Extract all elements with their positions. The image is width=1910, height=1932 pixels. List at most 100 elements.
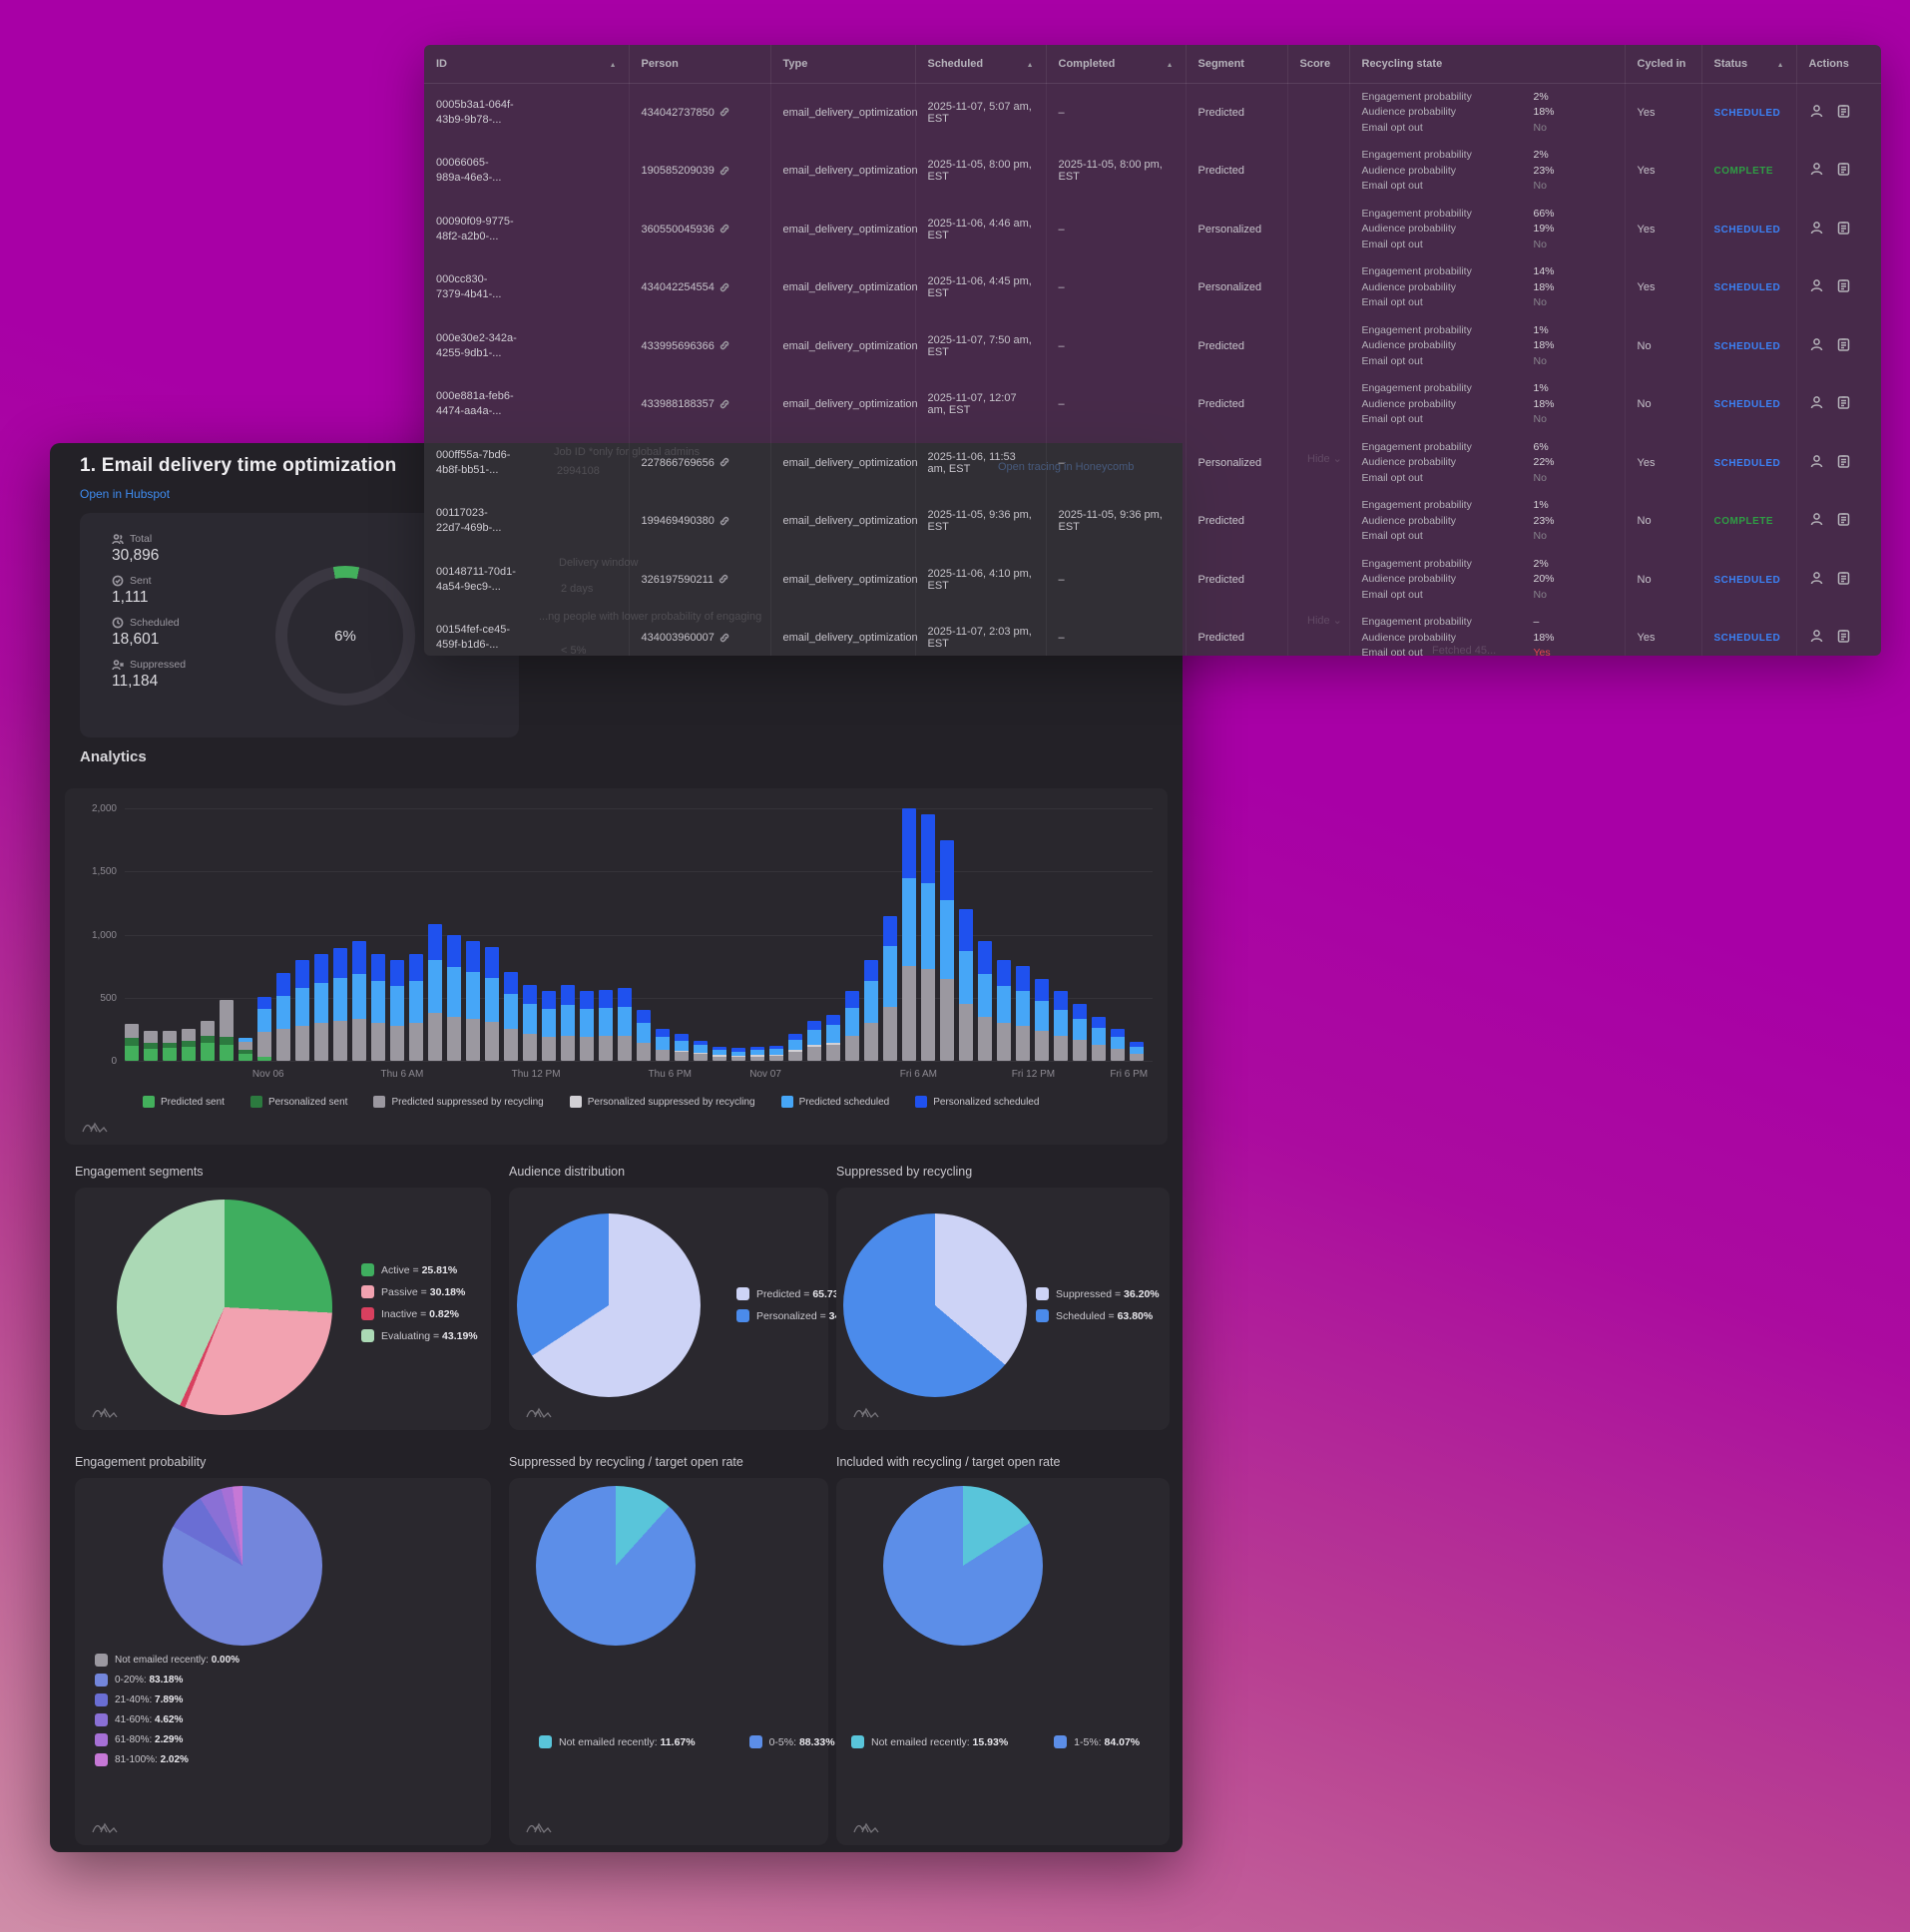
view-log-button[interactable] [1836, 454, 1851, 472]
table-row[interactable]: 000ff55a-7bd6- 4b8f-bb51-... 227866769656… [424, 433, 1881, 492]
stacked-bar[interactable] [769, 1045, 783, 1061]
pie-legend-item[interactable]: Suppressed = 36.20% [1036, 1287, 1160, 1300]
stacked-bar[interactable] [542, 991, 556, 1061]
view-person-button[interactable] [1809, 278, 1824, 296]
table-row[interactable]: 0005b3a1-064f- 43b9-9b78-... 434042737850… [424, 83, 1881, 142]
view-log-button[interactable] [1836, 278, 1851, 296]
column-header-type[interactable]: Type [770, 45, 916, 84]
stacked-bar[interactable] [485, 947, 499, 1061]
person-id[interactable]: 434042254554 [641, 281, 715, 294]
stacked-bar[interactable] [580, 991, 594, 1061]
stacked-bar[interactable] [959, 909, 973, 1061]
stacked-bar[interactable] [902, 808, 916, 1061]
view-person-button[interactable] [1809, 337, 1824, 355]
view-person-button[interactable] [1809, 512, 1824, 530]
person-id[interactable]: 433995696366 [641, 339, 715, 352]
stacked-bar[interactable] [978, 940, 992, 1061]
pie-legend-item[interactable]: Inactive = 0.82% [361, 1307, 478, 1320]
view-log-button[interactable] [1836, 337, 1851, 355]
stacked-bar[interactable] [447, 934, 461, 1061]
person-id[interactable]: 360550045936 [641, 223, 715, 236]
column-header-segment[interactable]: Segment [1186, 45, 1288, 84]
pie-legend-item[interactable]: Not emailed recently: 11.67% [539, 1735, 696, 1748]
pie-legend-item[interactable]: 81-100%: 2.02% [95, 1753, 239, 1766]
stacked-bar[interactable] [1016, 966, 1030, 1061]
column-header-score[interactable]: Score [1287, 45, 1350, 84]
stacked-bar[interactable] [220, 1000, 234, 1061]
stacked-bar[interactable] [940, 839, 954, 1061]
stacked-bar[interactable] [637, 1010, 651, 1061]
column-header-actions[interactable]: Actions [1796, 45, 1881, 84]
pie-legend-item[interactable]: 61-80%: 2.29% [95, 1733, 239, 1746]
stacked-bar[interactable] [1111, 1029, 1125, 1061]
table-row[interactable]: 000cc830- 7379-4b41-... 434042254554 email… [424, 258, 1881, 317]
view-log-button[interactable] [1836, 571, 1851, 589]
pie-legend-item[interactable]: 1-5%: 84.07% [1054, 1735, 1140, 1748]
stacked-bar[interactable] [864, 959, 878, 1061]
stacked-bar[interactable] [731, 1048, 745, 1061]
table-row[interactable]: 000e30e2-342a- 4255-9db1-... 433995696366… [424, 316, 1881, 375]
legend-item[interactable]: Personalized scheduled [915, 1096, 1039, 1108]
person-id[interactable]: 434042737850 [641, 106, 715, 119]
pie-legend-item[interactable]: 41-60%: 4.62% [95, 1713, 239, 1726]
view-log-button[interactable] [1836, 512, 1851, 530]
column-header-id[interactable]: ID ▲ [424, 45, 630, 84]
stacked-bar[interactable] [257, 997, 271, 1061]
stacked-bar[interactable] [1073, 1004, 1087, 1061]
stacked-bar[interactable] [409, 953, 423, 1061]
view-person-button[interactable] [1809, 221, 1824, 239]
legend-item[interactable]: Personalized sent [249, 1096, 347, 1108]
view-person-button[interactable] [1809, 629, 1824, 647]
stacked-bar[interactable] [201, 1021, 215, 1061]
column-header-recycling-state[interactable]: Recycling state [1349, 45, 1626, 84]
stacked-bar[interactable] [428, 924, 442, 1061]
stacked-bar[interactable] [182, 1028, 196, 1061]
stacked-bar[interactable] [466, 940, 480, 1061]
pie-legend-item[interactable]: 0-5%: 88.33% [748, 1735, 835, 1748]
stacked-bar[interactable] [1054, 991, 1068, 1061]
pie-legend-item[interactable]: Evaluating = 43.19% [361, 1329, 478, 1342]
legend-item[interactable]: Predicted sent [143, 1096, 225, 1108]
legend-item[interactable]: Personalized suppressed by recycling [569, 1096, 755, 1108]
legend-item[interactable]: Predicted scheduled [780, 1096, 889, 1108]
stacked-bar[interactable] [845, 991, 859, 1061]
stacked-bar[interactable] [713, 1047, 726, 1061]
column-header-cycled-in[interactable]: Cycled in [1625, 45, 1702, 84]
stacked-bar[interactable] [314, 953, 328, 1061]
stacked-bar[interactable] [352, 941, 366, 1061]
view-log-button[interactable] [1836, 162, 1851, 180]
person-id[interactable]: 227866769656 [641, 456, 715, 469]
stacked-bar[interactable] [997, 959, 1011, 1061]
stacked-bar[interactable] [826, 1014, 840, 1061]
pie-legend-item[interactable]: Not emailed recently: 0.00% [95, 1654, 239, 1667]
stacked-bar[interactable] [675, 1034, 689, 1061]
person-id[interactable]: 433988188357 [641, 398, 715, 411]
stacked-bar[interactable] [125, 1024, 139, 1061]
person-id[interactable]: 199469490380 [641, 515, 715, 528]
stacked-bar[interactable] [371, 953, 385, 1061]
open-in-hubspot-link[interactable]: Open in Hubspot [80, 487, 171, 501]
stacked-bar[interactable] [1130, 1042, 1144, 1061]
stacked-bar[interactable] [504, 972, 518, 1061]
pie-legend-item[interactable]: Not emailed recently: 15.93% [851, 1735, 1008, 1748]
view-person-button[interactable] [1809, 454, 1824, 472]
stacked-bar[interactable] [333, 947, 347, 1061]
column-header-scheduled[interactable]: Scheduled ▲ [915, 45, 1047, 84]
stacked-bar[interactable] [1035, 978, 1049, 1061]
legend-item[interactable]: Predicted suppressed by recycling [373, 1096, 544, 1108]
table-row[interactable]: 00066065- 989a-46e3-... 190585209039 email… [424, 142, 1881, 201]
view-log-button[interactable] [1836, 629, 1851, 647]
view-person-button[interactable] [1809, 104, 1824, 122]
stacked-bar[interactable] [788, 1033, 802, 1061]
column-header-status[interactable]: Status ▲ [1701, 45, 1797, 84]
stacked-bar[interactable] [599, 990, 613, 1061]
person-id[interactable]: 434003960007 [641, 632, 715, 645]
view-log-button[interactable] [1836, 104, 1851, 122]
column-header-completed[interactable]: Completed ▲ [1046, 45, 1187, 84]
pie-legend-item[interactable]: 21-40%: 7.89% [95, 1693, 239, 1706]
stacked-bar[interactable] [390, 959, 404, 1061]
stacked-bar[interactable] [276, 973, 290, 1061]
view-log-button[interactable] [1836, 395, 1851, 413]
stacked-bar[interactable] [618, 987, 632, 1061]
person-id[interactable]: 190585209039 [641, 165, 715, 178]
